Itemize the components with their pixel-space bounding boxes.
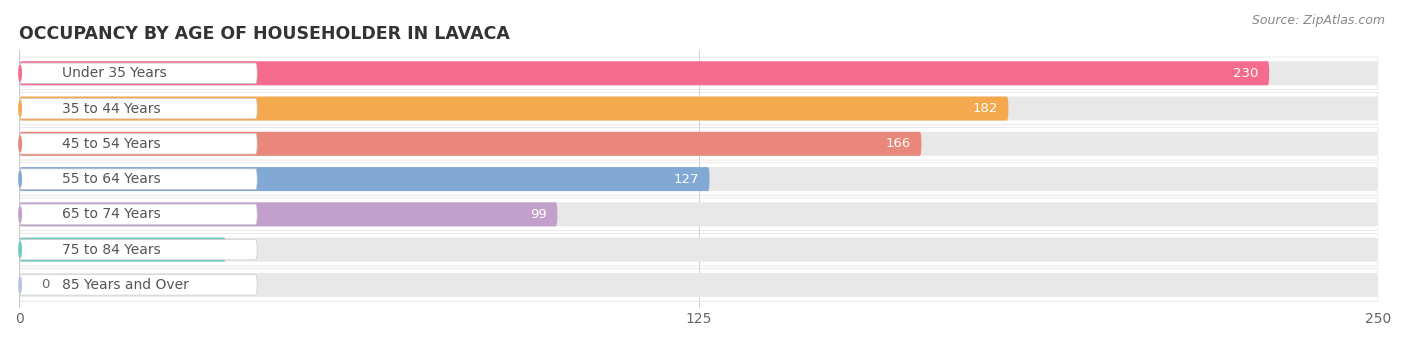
FancyBboxPatch shape [20,63,257,84]
FancyBboxPatch shape [20,132,1378,156]
FancyBboxPatch shape [20,61,1270,85]
Text: 85 Years and Over: 85 Years and Over [62,278,188,292]
Circle shape [18,65,21,81]
Text: 166: 166 [886,137,911,150]
FancyBboxPatch shape [20,238,226,262]
Text: 65 to 74 Years: 65 to 74 Years [62,207,160,221]
Circle shape [18,242,21,257]
FancyBboxPatch shape [20,132,921,156]
FancyBboxPatch shape [20,134,257,154]
Text: 75 to 84 Years: 75 to 84 Years [62,243,160,257]
Circle shape [18,207,21,222]
FancyBboxPatch shape [20,92,1378,125]
FancyBboxPatch shape [20,128,1378,160]
FancyBboxPatch shape [20,202,557,226]
FancyBboxPatch shape [20,204,257,225]
Text: 0: 0 [41,278,49,292]
Circle shape [18,277,21,293]
Text: 45 to 54 Years: 45 to 54 Years [62,137,160,151]
FancyBboxPatch shape [20,98,257,119]
FancyBboxPatch shape [20,269,1378,301]
FancyBboxPatch shape [20,202,1378,226]
FancyBboxPatch shape [20,167,710,191]
Text: 35 to 44 Years: 35 to 44 Years [62,102,160,116]
FancyBboxPatch shape [20,57,1378,89]
Text: Source: ZipAtlas.com: Source: ZipAtlas.com [1251,14,1385,27]
FancyBboxPatch shape [20,238,1378,262]
Text: 99: 99 [530,208,547,221]
Text: Under 35 Years: Under 35 Years [62,66,167,80]
FancyBboxPatch shape [20,233,1378,266]
FancyBboxPatch shape [20,97,1378,120]
FancyBboxPatch shape [20,275,257,295]
Text: 38: 38 [198,243,215,256]
Text: 182: 182 [972,102,997,115]
Circle shape [18,136,21,151]
FancyBboxPatch shape [20,61,1378,85]
FancyBboxPatch shape [20,273,1378,297]
FancyBboxPatch shape [20,167,1378,191]
FancyBboxPatch shape [20,163,1378,195]
Text: 55 to 64 Years: 55 to 64 Years [62,172,160,186]
FancyBboxPatch shape [20,198,1378,231]
Text: 127: 127 [673,173,699,186]
Text: 230: 230 [1233,67,1258,80]
Circle shape [18,171,21,187]
FancyBboxPatch shape [20,97,1008,120]
FancyBboxPatch shape [20,239,257,260]
Text: OCCUPANCY BY AGE OF HOUSEHOLDER IN LAVACA: OCCUPANCY BY AGE OF HOUSEHOLDER IN LAVAC… [20,25,510,43]
Circle shape [18,101,21,116]
FancyBboxPatch shape [20,169,257,189]
